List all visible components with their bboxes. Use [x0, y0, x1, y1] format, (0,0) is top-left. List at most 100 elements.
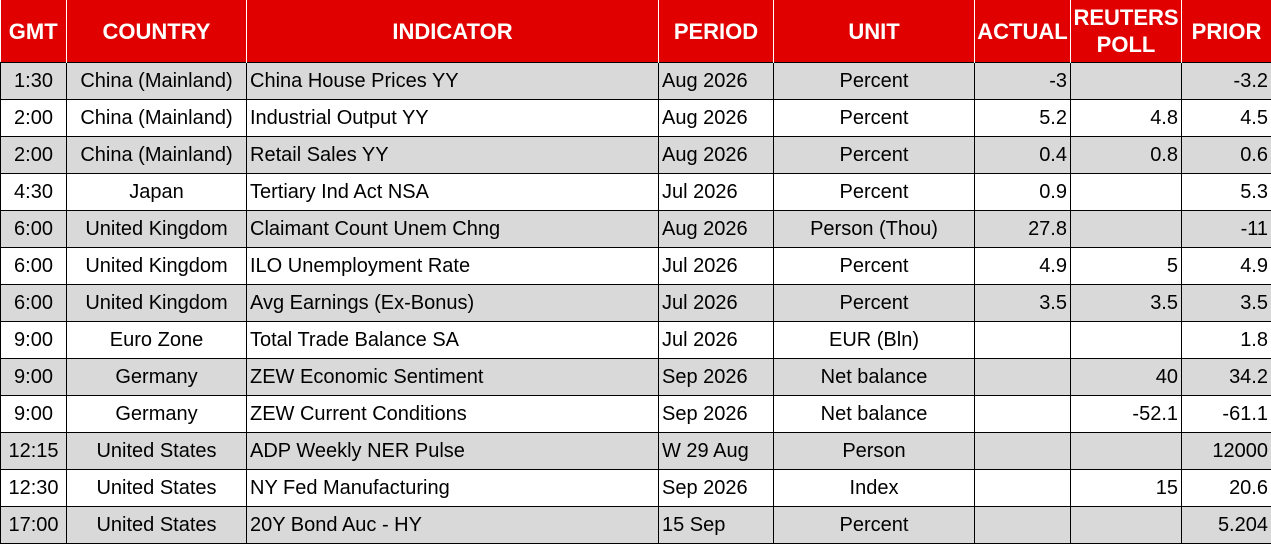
cell-gmt: 2:00: [1, 137, 67, 174]
cell-actual: 0.9: [975, 174, 1071, 211]
cell-unit: Person: [774, 433, 975, 470]
cell-actual: [975, 433, 1071, 470]
cell-actual: [975, 396, 1071, 433]
header-reuters-poll: REUTERS POLL: [1071, 0, 1182, 63]
cell-unit: EUR (Bln): [774, 322, 975, 359]
cell-gmt: 6:00: [1, 248, 67, 285]
cell-period: Sep 2026: [659, 470, 774, 507]
cell-gmt: 4:30: [1, 174, 67, 211]
cell-unit: Percent: [774, 248, 975, 285]
cell-country: United Kingdom: [67, 211, 247, 248]
cell-prior: -11: [1182, 211, 1271, 248]
cell-country: Euro Zone: [67, 322, 247, 359]
cell-reuters-poll: [1071, 322, 1182, 359]
cell-prior: 5.204: [1182, 507, 1271, 544]
cell-actual: -3: [975, 63, 1071, 100]
cell-period: 15 Sep: [659, 507, 774, 544]
cell-indicator: NY Fed Manufacturing: [247, 470, 659, 507]
cell-prior: -3.2: [1182, 63, 1271, 100]
cell-country: United Kingdom: [67, 248, 247, 285]
cell-unit: Index: [774, 470, 975, 507]
cell-gmt: 6:00: [1, 211, 67, 248]
cell-unit: Percent: [774, 63, 975, 100]
cell-reuters-poll: -52.1: [1071, 396, 1182, 433]
cell-indicator: Claimant Count Unem Chng: [247, 211, 659, 248]
cell-period: Jul 2026: [659, 248, 774, 285]
header-period: PERIOD: [659, 0, 774, 63]
cell-unit: Percent: [774, 507, 975, 544]
cell-actual: 3.5: [975, 285, 1071, 322]
cell-prior: 1.8: [1182, 322, 1271, 359]
cell-indicator: Total Trade Balance SA: [247, 322, 659, 359]
cell-country: Germany: [67, 359, 247, 396]
cell-period: Aug 2026: [659, 211, 774, 248]
cell-reuters-poll: 3.5: [1071, 285, 1182, 322]
cell-gmt: 2:00: [1, 100, 67, 137]
cell-prior: 20.6: [1182, 470, 1271, 507]
cell-gmt: 17:00: [1, 507, 67, 544]
cell-country: China (Mainland): [67, 100, 247, 137]
cell-prior: 5.3: [1182, 174, 1271, 211]
header-prior: PRIOR: [1182, 0, 1271, 63]
cell-prior: 34.2: [1182, 359, 1271, 396]
cell-actual: [975, 322, 1071, 359]
cell-country: China (Mainland): [67, 63, 247, 100]
cell-country: United States: [67, 470, 247, 507]
cell-indicator: ILO Unemployment Rate: [247, 248, 659, 285]
cell-unit: Percent: [774, 137, 975, 174]
cell-country: United States: [67, 433, 247, 470]
cell-prior: 12000: [1182, 433, 1271, 470]
cell-actual: 0.4: [975, 137, 1071, 174]
cell-indicator: ZEW Current Conditions: [247, 396, 659, 433]
cell-unit: Net balance: [774, 359, 975, 396]
cell-country: Germany: [67, 396, 247, 433]
cell-gmt: 12:15: [1, 433, 67, 470]
cell-period: Jul 2026: [659, 322, 774, 359]
cell-period: Aug 2026: [659, 137, 774, 174]
cell-actual: 4.9: [975, 248, 1071, 285]
cell-prior: 0.6: [1182, 137, 1271, 174]
header-actual: ACTUAL: [975, 0, 1071, 63]
cell-reuters-poll: [1071, 507, 1182, 544]
cell-period: Aug 2026: [659, 63, 774, 100]
cell-indicator: 20Y Bond Auc - HY: [247, 507, 659, 544]
cell-prior: 3.5: [1182, 285, 1271, 322]
cell-actual: [975, 470, 1071, 507]
cell-unit: Person (Thou): [774, 211, 975, 248]
header-unit: UNIT: [774, 0, 975, 63]
cell-unit: Percent: [774, 100, 975, 137]
cell-gmt: 9:00: [1, 359, 67, 396]
cell-reuters-poll: 40: [1071, 359, 1182, 396]
cell-unit: Percent: [774, 285, 975, 322]
cell-reuters-poll: 4.8: [1071, 100, 1182, 137]
header-gmt: GMT: [1, 0, 67, 63]
cell-period: Jul 2026: [659, 285, 774, 322]
cell-reuters-poll: [1071, 63, 1182, 100]
cell-actual: [975, 507, 1071, 544]
cell-reuters-poll: [1071, 211, 1182, 248]
cell-country: Japan: [67, 174, 247, 211]
cell-actual: [975, 359, 1071, 396]
cell-country: United States: [67, 507, 247, 544]
cell-indicator: Avg Earnings (Ex-Bonus): [247, 285, 659, 322]
cell-actual: 27.8: [975, 211, 1071, 248]
cell-reuters-poll: 5: [1071, 248, 1182, 285]
cell-gmt: 9:00: [1, 322, 67, 359]
cell-indicator: ADP Weekly NER Pulse: [247, 433, 659, 470]
cell-indicator: Industrial Output YY: [247, 100, 659, 137]
cell-period: W 29 Aug: [659, 433, 774, 470]
cell-indicator: Retail Sales YY: [247, 137, 659, 174]
cell-actual: 5.2: [975, 100, 1071, 137]
header-row: GMT COUNTRY INDICATOR PERIOD UNIT ACTUAL…: [1, 0, 1271, 63]
cell-indicator: Tertiary Ind Act NSA: [247, 174, 659, 211]
cell-gmt: 6:00: [1, 285, 67, 322]
